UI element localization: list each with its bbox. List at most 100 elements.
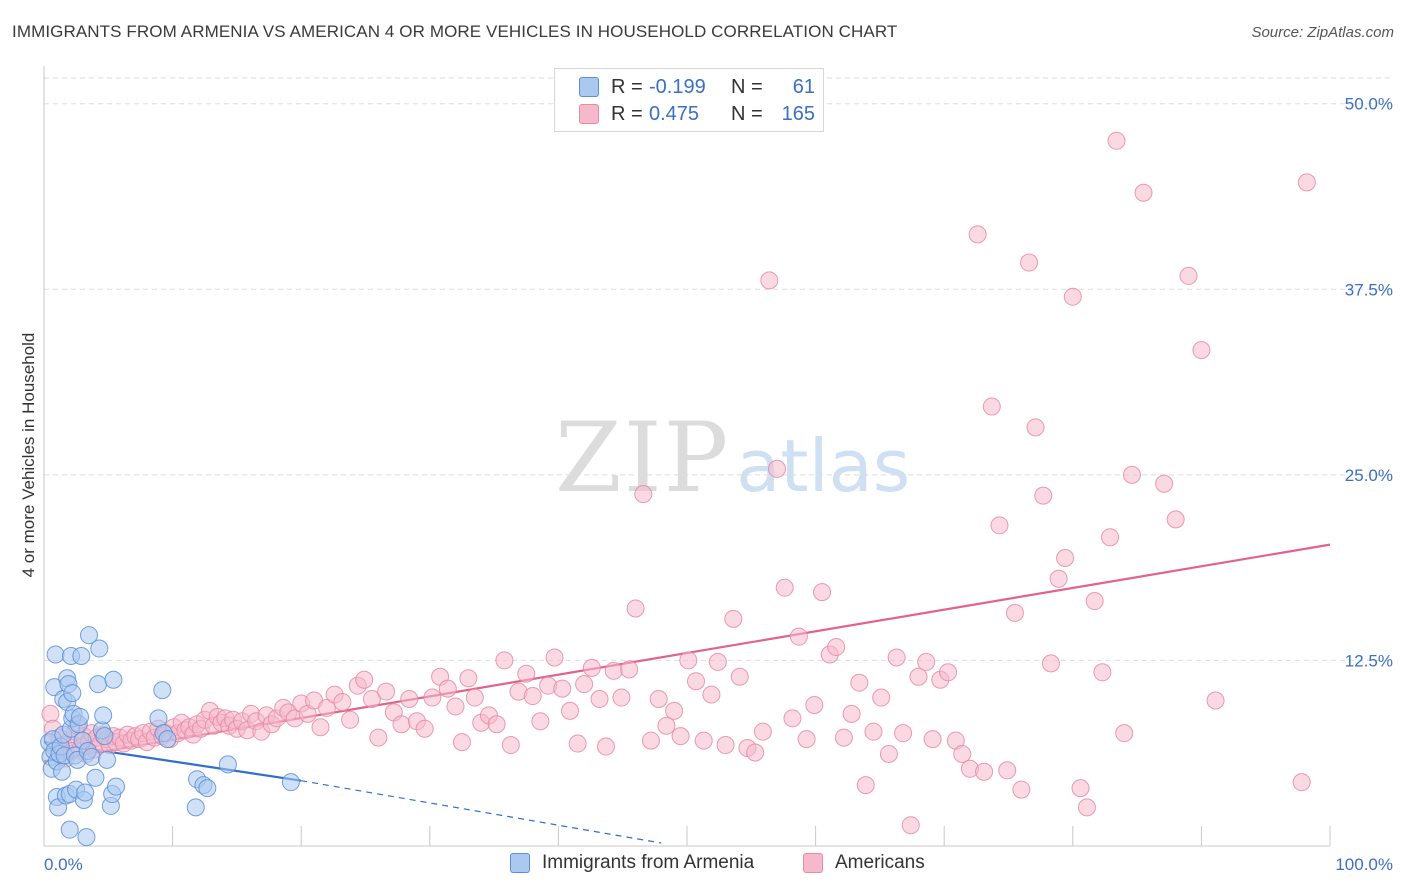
americans-point xyxy=(604,661,623,680)
americans-point xyxy=(634,485,653,504)
americans-point xyxy=(768,459,787,478)
americans-point xyxy=(400,690,419,709)
y-tick-label: 37.5% xyxy=(1345,280,1393,299)
americans-point xyxy=(1166,510,1185,529)
armenia-point xyxy=(186,798,205,817)
americans-point xyxy=(850,673,869,692)
americans-point xyxy=(641,731,660,750)
americans-point xyxy=(827,638,846,657)
n-value: 165 xyxy=(781,102,815,125)
americans-point xyxy=(392,715,411,734)
armenia-point xyxy=(104,670,123,689)
armenia-point xyxy=(72,646,91,665)
armenia-point xyxy=(107,777,126,796)
americans-point xyxy=(998,761,1017,780)
americans-point xyxy=(531,712,550,731)
series-legend: Immigrants from Armenia Americans xyxy=(0,852,1406,878)
armenia-point xyxy=(90,639,109,658)
r-label: R = xyxy=(611,102,643,125)
americans-point xyxy=(1049,569,1068,588)
americans-point xyxy=(1005,603,1024,622)
americans-point xyxy=(1026,418,1045,437)
armenia-point xyxy=(98,750,117,769)
americans-point xyxy=(523,687,542,706)
r-value: -0.199 xyxy=(649,75,706,98)
americans-point xyxy=(545,648,564,667)
americans-point xyxy=(553,679,572,698)
x-tick-label: 0.0% xyxy=(44,855,83,874)
americans-point xyxy=(879,744,898,763)
americans-point xyxy=(982,397,1001,416)
americans-point xyxy=(775,578,794,597)
trend-lines xyxy=(43,543,1331,844)
americans-point xyxy=(1107,131,1126,150)
americans-point xyxy=(446,697,465,716)
armenia-trend-extension xyxy=(301,780,662,844)
americans-point xyxy=(620,660,639,679)
americans-point xyxy=(612,688,631,707)
americans-point xyxy=(415,719,434,738)
armenia-point xyxy=(71,707,90,726)
r-value: 0.475 xyxy=(649,102,700,125)
armenia-point xyxy=(46,645,65,664)
armenia-point xyxy=(158,730,177,749)
americans-point xyxy=(452,733,471,752)
americans-point xyxy=(1034,486,1053,505)
y-tick-label: 50.0% xyxy=(1345,95,1393,114)
source-credit: Source: ZipAtlas.com xyxy=(1251,24,1394,41)
americans-point xyxy=(495,651,514,670)
armenia-point xyxy=(77,828,96,847)
legend-label-armenia: Immigrants from Armenia xyxy=(542,852,755,873)
americans-point xyxy=(626,599,645,618)
americans-point xyxy=(355,670,374,689)
americans-point xyxy=(1071,779,1090,798)
americans-point xyxy=(789,627,808,646)
americans-point xyxy=(1122,465,1141,484)
legend-item-americans[interactable]: Americans xyxy=(803,852,925,874)
americans-point xyxy=(1179,266,1198,285)
americans-point xyxy=(901,816,920,835)
americans-point xyxy=(760,271,779,290)
armenia-point xyxy=(53,762,72,781)
watermark-atlas: atlas xyxy=(736,424,911,508)
armenia-point xyxy=(82,747,101,766)
americans-point xyxy=(834,728,853,747)
americans-point xyxy=(730,667,749,686)
americans-point xyxy=(1093,663,1112,682)
americans-point xyxy=(872,688,891,707)
stats-row-armenia: R = -0.199 N = 61 xyxy=(579,74,815,100)
americans-point xyxy=(590,690,609,709)
stats-legend: R = -0.199 N = 61 R = 0.475 N = 165 xyxy=(554,68,824,132)
americans-point xyxy=(596,737,615,756)
americans-point xyxy=(465,688,484,707)
n-label: N = xyxy=(731,75,763,98)
americans-point xyxy=(887,648,906,667)
americans-point xyxy=(501,736,520,755)
americans-point xyxy=(716,736,735,755)
americans-point xyxy=(746,743,765,762)
armenia-point xyxy=(95,727,114,746)
data-points xyxy=(40,131,1316,847)
americans-point xyxy=(423,688,442,707)
americans-point xyxy=(1063,287,1082,306)
y-axis-label: 4 or more Vehicles in Household xyxy=(19,333,38,578)
americans-point xyxy=(923,730,942,749)
americans-point xyxy=(582,658,601,677)
americans-point xyxy=(487,715,506,734)
armenia-point xyxy=(94,706,113,725)
legend-item-armenia[interactable]: Immigrants from Armenia xyxy=(510,852,754,874)
armenia-point xyxy=(86,768,105,787)
armenia-point xyxy=(76,783,95,802)
armenia-point xyxy=(89,675,108,694)
americans-point xyxy=(939,663,958,682)
americans-point xyxy=(311,718,330,737)
armenia-swatch xyxy=(579,77,599,97)
americans-point xyxy=(333,692,352,711)
americans-point xyxy=(1101,528,1120,547)
legend-label-americans: Americans xyxy=(835,852,925,873)
americans-point xyxy=(317,698,336,717)
americans-point xyxy=(459,669,478,688)
americans-point xyxy=(679,651,698,670)
armenia-point xyxy=(63,684,82,703)
